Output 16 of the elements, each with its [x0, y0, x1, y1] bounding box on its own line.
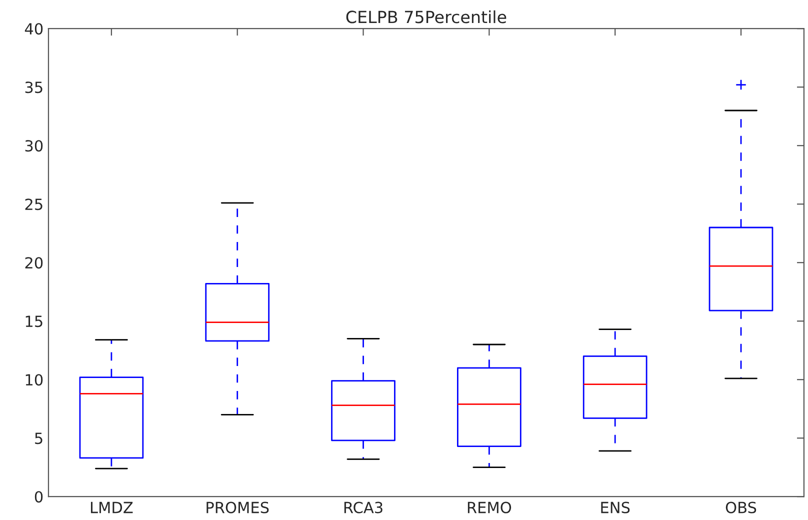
y-tick-label: 15 [26, 316, 42, 328]
x-tick-label: OBS [726, 502, 756, 514]
y-tick-label: 20 [25, 257, 43, 269]
y-tick-label: 5 [35, 432, 42, 444]
y-tick-label: 0 [34, 491, 43, 503]
y-tick-label: 25 [25, 198, 42, 210]
y-tick-label: 35 [25, 82, 42, 94]
x-tick-label: RCA3 [344, 502, 382, 514]
y-tick-label: 10 [26, 374, 43, 386]
x-tick-label: REMO [468, 502, 512, 514]
x-tick-label: LMDZ [90, 502, 133, 514]
x-tick-label: ENS [601, 502, 630, 514]
chart-title: CELPB 75Percentile [346, 10, 506, 24]
y-tick-label: 30 [25, 140, 43, 152]
y-tick-label: 40 [24, 23, 43, 35]
x-tick-label: PROMES [206, 502, 269, 514]
